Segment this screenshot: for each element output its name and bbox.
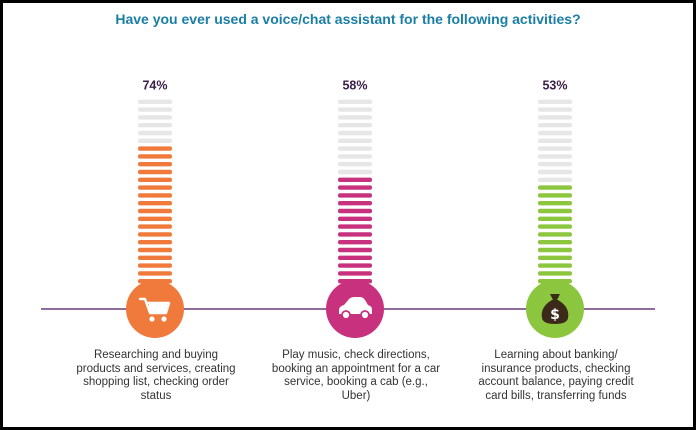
shopping-cart-icon: [126, 280, 184, 338]
bar-segment: [338, 154, 372, 159]
bar-segment: [338, 193, 372, 198]
bar-segment: [338, 99, 372, 104]
chart-title: Have you ever used a voice/chat assistan…: [115, 11, 581, 27]
bar-segment: [338, 123, 372, 128]
bar-segment: [538, 185, 572, 190]
bar-segment: [338, 162, 372, 167]
bar-segment: [538, 232, 572, 237]
bar-segment: [138, 255, 172, 260]
bar-segment: [138, 130, 172, 136]
bar-segment: [138, 169, 172, 175]
thermometer-chart: $ 74% 58% 53%: [41, 79, 655, 338]
bar-segment: [538, 169, 572, 175]
bar-segment: [338, 177, 372, 182]
bars-layer: [138, 99, 572, 284]
bar-segment: [538, 224, 572, 229]
bar-segment: [338, 216, 372, 221]
bar-segment: [538, 271, 572, 276]
bar-segment: [538, 162, 572, 167]
bar-segment: [538, 123, 572, 128]
bar-segment: [138, 208, 172, 214]
bar-segment: [138, 154, 172, 159]
bar-segment: [538, 146, 572, 151]
bar-segment: [338, 169, 372, 175]
bar-segment: [138, 123, 172, 128]
category-caption-2: Play music, check directions, booking an…: [271, 349, 441, 402]
bar-segment: [338, 107, 372, 112]
bar-segment: [138, 193, 172, 198]
bar-segment: [338, 208, 372, 214]
bar-segment: [338, 240, 372, 245]
bar-2: [338, 99, 372, 284]
bar-segment: [138, 247, 172, 253]
bar-segment: [538, 208, 572, 214]
bar-segment: [138, 107, 172, 112]
bar-segment: [138, 216, 172, 221]
value-label-1: 74%: [142, 79, 167, 93]
bar-segment: [538, 216, 572, 221]
bar-segment: [138, 232, 172, 237]
svg-text:$: $: [550, 307, 560, 323]
bar-segment: [538, 115, 572, 120]
bar-segment: [538, 247, 572, 253]
bar-segment: [138, 240, 172, 245]
bar-segment: [338, 185, 372, 190]
category-caption-1: Researching and buying products and serv…: [76, 349, 236, 402]
bar-segment: [138, 99, 172, 104]
bar-segment: [338, 130, 372, 136]
bar-segment: [538, 193, 572, 198]
bar-segment: [538, 130, 572, 136]
bar-segment: [338, 224, 372, 229]
car-icon: [326, 280, 384, 338]
bar-segment: [338, 247, 372, 253]
bar-segment: [338, 138, 372, 143]
bar-segment: [138, 162, 172, 167]
bar-segment: [138, 201, 172, 206]
bar-segment: [338, 232, 372, 237]
bar-segment: [138, 263, 172, 268]
bar-segment: [138, 224, 172, 229]
bar-segment: [338, 146, 372, 151]
bar-segment: [138, 115, 172, 120]
bar-segment: [538, 154, 572, 159]
bar-segment: [138, 138, 172, 143]
category-caption-3: Learning about banking/ insurance produc…: [478, 349, 634, 402]
bar-segment: [538, 177, 572, 182]
bar-segment: [138, 185, 172, 190]
bar-segment: [338, 115, 372, 120]
bar-segment: [338, 255, 372, 260]
bar-segment: [538, 138, 572, 143]
labels-layer: 74% 58% 53%: [142, 79, 567, 93]
bar-segment: [538, 240, 572, 245]
value-label-3: 53%: [542, 79, 567, 93]
bar-segment: [138, 146, 172, 151]
bar-segment: [538, 107, 572, 112]
bar-3: [538, 99, 572, 284]
bar-segment: [538, 99, 572, 104]
bar-segment: [538, 201, 572, 206]
bar-segment: [338, 263, 372, 268]
bar-segment: [538, 263, 572, 268]
value-label-2: 58%: [342, 79, 367, 93]
bar-segment: [338, 271, 372, 276]
bar-segment: [338, 201, 372, 206]
bar-1: [138, 99, 172, 284]
bar-segment: [138, 177, 172, 182]
icons-layer: $: [126, 280, 584, 338]
bar-segment: [538, 255, 572, 260]
money-bag-icon: $: [526, 280, 584, 338]
bar-segment: [138, 271, 172, 276]
